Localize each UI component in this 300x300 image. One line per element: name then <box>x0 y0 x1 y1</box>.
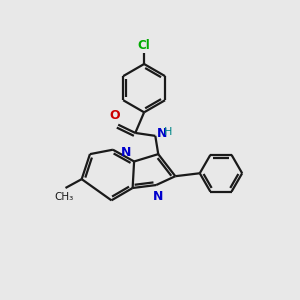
Text: CH₃: CH₃ <box>54 191 74 202</box>
Text: N: N <box>157 127 167 140</box>
Text: H: H <box>164 127 172 137</box>
Text: Cl: Cl <box>138 39 151 52</box>
Text: O: O <box>110 109 120 122</box>
Text: N: N <box>152 190 163 203</box>
Text: N: N <box>122 146 132 159</box>
